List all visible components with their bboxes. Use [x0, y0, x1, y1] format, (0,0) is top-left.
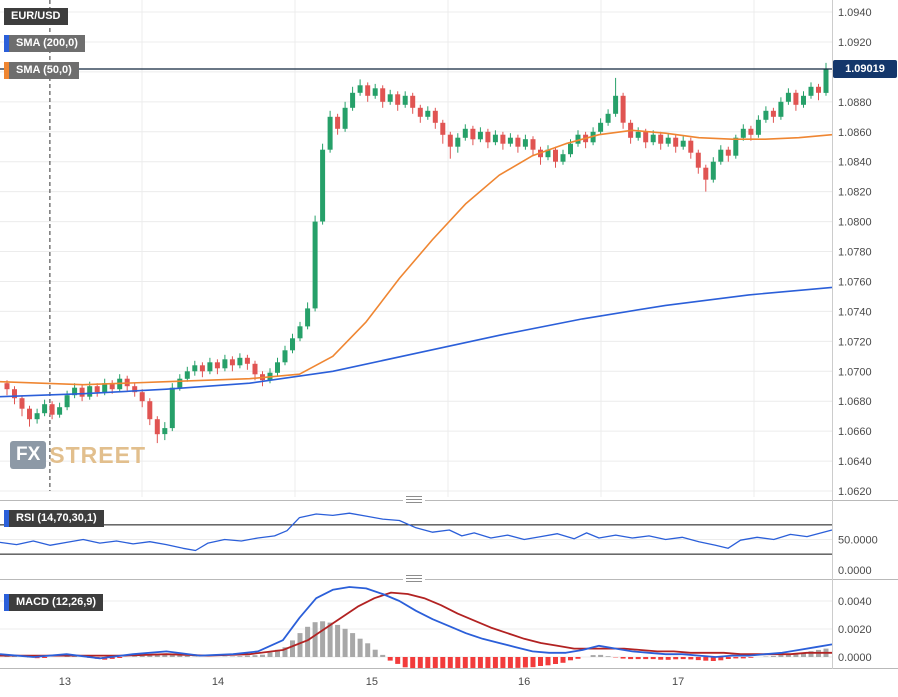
x-axis-day-label: 16	[518, 676, 531, 688]
svg-text:1.0640: 1.0640	[838, 456, 872, 468]
svg-text:1.0920: 1.0920	[838, 37, 872, 49]
svg-text:0.0000: 0.0000	[838, 565, 872, 577]
sma50-label: SMA (50,0)	[16, 64, 72, 76]
svg-text:1.0660: 1.0660	[838, 426, 872, 438]
svg-text:1.0740: 1.0740	[838, 306, 872, 318]
x-axis-day-label: 14	[211, 676, 225, 688]
sma50-legend: SMA (50,0)	[4, 62, 79, 79]
x-axis-day-label: 13	[58, 676, 72, 688]
svg-text:1.0780: 1.0780	[838, 247, 872, 259]
rsi-pane-resize-handle[interactable]	[403, 494, 425, 505]
svg-text:1.0700: 1.0700	[838, 366, 872, 378]
rsi-panel-canvas[interactable]: 50.0000 0.0000	[0, 503, 898, 578]
svg-text:1.0940: 1.0940	[838, 7, 872, 19]
fxstreet-logo: FX STREET	[10, 441, 146, 469]
handle-line	[406, 502, 422, 503]
x-axis-day-label: 15	[365, 676, 379, 688]
rsi-label: RSI (14,70,30,1)	[16, 512, 97, 524]
svg-text:0.0040: 0.0040	[838, 596, 872, 608]
main-price-chart-canvas[interactable]: 1.09401.09201.09001.08801.08601.08401.08…	[0, 0, 898, 500]
macd-xaxis-separator	[0, 668, 898, 669]
last-price-badge: 1.09019	[833, 60, 897, 78]
handle-line	[406, 575, 422, 576]
svg-text:1.0860: 1.0860	[838, 127, 872, 139]
svg-text:1.0820: 1.0820	[838, 187, 872, 199]
svg-text:0.0020: 0.0020	[838, 624, 872, 636]
macd-panel-canvas[interactable]: 0.0040 0.0020 0.0000	[0, 581, 898, 669]
svg-text:1.0800: 1.0800	[838, 217, 872, 229]
rsi-color-icon	[4, 510, 9, 527]
svg-text:1.0760: 1.0760	[838, 276, 872, 288]
main-rsi-separator	[0, 500, 898, 501]
symbol-badge: EUR/USD	[4, 8, 68, 25]
rsi-macd-separator	[0, 579, 898, 580]
svg-text:1.0880: 1.0880	[838, 97, 872, 109]
sma200-legend: SMA (200,0)	[4, 35, 85, 52]
svg-text:50.0000: 50.0000	[838, 535, 878, 547]
fxstreet-logo-fx: FX	[10, 441, 47, 469]
macd-pane-resize-handle[interactable]	[403, 573, 425, 584]
rsi-legend: RSI (14,70,30,1)	[4, 510, 104, 527]
macd-color-icon	[4, 594, 9, 611]
macd-label: MACD (12,26,9)	[16, 596, 97, 608]
time-axis: 13 14 15 16 17	[0, 669, 898, 697]
svg-text:1.0720: 1.0720	[838, 336, 872, 348]
handle-line	[406, 496, 422, 497]
fxstreet-logo-street: STREET	[49, 441, 147, 468]
symbol-label: EUR/USD	[11, 10, 61, 22]
handle-line	[406, 578, 422, 579]
svg-text:1.0840: 1.0840	[838, 157, 872, 169]
sma50-color-icon	[4, 62, 9, 79]
x-axis-day-label: 17	[671, 676, 685, 688]
price-axis-separator	[832, 0, 833, 669]
svg-text:0.0000: 0.0000	[838, 652, 872, 664]
sma200-label: SMA (200,0)	[16, 37, 78, 49]
svg-text:1.0680: 1.0680	[838, 396, 872, 408]
sma200-color-icon	[4, 35, 9, 52]
handle-line	[406, 581, 422, 582]
svg-text:1.0620: 1.0620	[838, 486, 872, 498]
handle-line	[406, 499, 422, 500]
macd-legend: MACD (12,26,9)	[4, 594, 104, 611]
